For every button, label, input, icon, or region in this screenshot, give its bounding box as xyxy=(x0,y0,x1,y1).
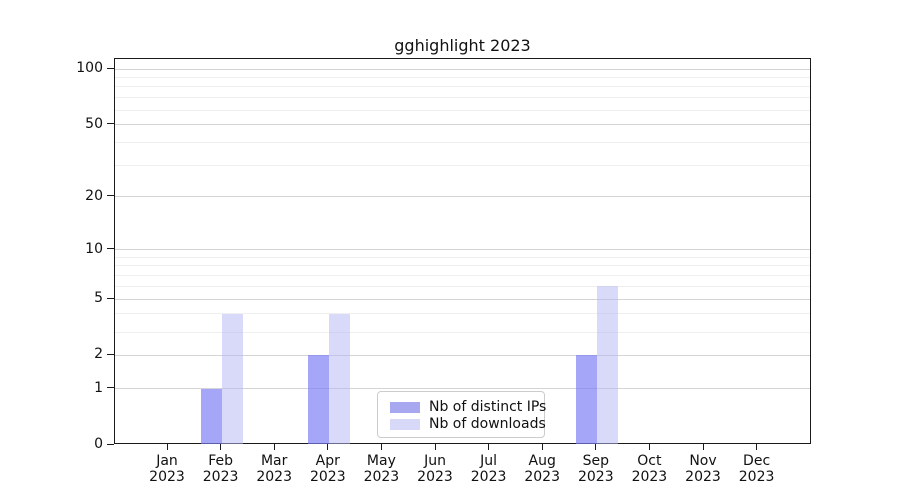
y-tick-label: 0 xyxy=(94,436,103,452)
gridline-major xyxy=(115,354,810,356)
gridline-major xyxy=(115,196,810,198)
y-tick-label: 20 xyxy=(85,187,103,204)
x-tick xyxy=(220,444,222,450)
y-tick xyxy=(107,353,114,355)
x-tick xyxy=(488,444,490,450)
x-tick xyxy=(434,444,436,450)
y-tick xyxy=(107,248,114,250)
gridline-minor xyxy=(115,265,810,267)
y-tick xyxy=(107,195,114,197)
bar-downloads-feb xyxy=(221,313,243,444)
x-tick-label: Apr 2023 xyxy=(309,453,346,485)
gridline-minor xyxy=(115,285,810,287)
x-tick-label: Oct 2023 xyxy=(631,453,668,485)
y-tick xyxy=(107,67,114,69)
y-tick-label: 100 xyxy=(76,60,103,76)
y-tick-label: 5 xyxy=(94,290,103,307)
gridline-minor xyxy=(115,141,810,143)
gridline-major xyxy=(115,124,810,126)
chart-title: gghighlight 2023 xyxy=(394,36,531,55)
x-tick-label: May 2023 xyxy=(363,453,400,485)
legend-item: Nb of distinct IPs xyxy=(390,399,547,415)
bar-distinct-ips-apr xyxy=(307,355,329,444)
x-tick xyxy=(756,444,758,450)
x-tick-label: Mar 2023 xyxy=(256,453,292,485)
x-tick-label: Jan 2023 xyxy=(149,453,185,485)
gridline-minor xyxy=(115,109,810,111)
x-tick xyxy=(595,444,597,450)
y-tick xyxy=(107,387,114,389)
legend-item: Nb of downloads xyxy=(390,416,546,432)
x-tick-label: Jun 2023 xyxy=(417,453,453,485)
y-tick xyxy=(107,123,114,125)
gridline-minor xyxy=(115,76,810,78)
x-tick xyxy=(166,444,168,450)
gridline-major xyxy=(115,249,810,251)
legend-label: Nb of downloads xyxy=(429,416,546,432)
x-tick xyxy=(541,444,543,450)
gridline-minor xyxy=(115,97,810,99)
y-tick-label: 50 xyxy=(85,115,103,132)
bar-distinct-ips-feb xyxy=(200,388,222,444)
gridline-major xyxy=(115,68,810,70)
x-tick xyxy=(702,444,704,450)
bar-distinct-ips-sep xyxy=(575,355,597,444)
legend-swatch-downloads xyxy=(390,418,420,430)
y-tick-label: 1 xyxy=(94,379,103,396)
bar-downloads-apr xyxy=(328,313,350,444)
gridline-minor xyxy=(115,313,810,315)
legend-swatch-distinct-ips xyxy=(390,401,420,413)
y-tick-label: 10 xyxy=(85,240,103,257)
gridline-minor xyxy=(115,331,810,333)
x-tick xyxy=(273,444,275,450)
x-tick-label: Jul 2023 xyxy=(470,453,507,485)
y-tick xyxy=(107,297,114,299)
plot-area: Nb of distinct IPs Nb of downloads xyxy=(114,58,811,444)
gridline-minor xyxy=(115,256,810,258)
gridline-minor xyxy=(115,164,810,166)
gridline-minor xyxy=(115,86,810,88)
gridline-major xyxy=(115,298,810,300)
x-tick xyxy=(648,444,650,450)
x-tick-label: Sep 2023 xyxy=(577,453,614,485)
x-tick-label: Nov 2023 xyxy=(685,453,721,485)
bar-downloads-sep xyxy=(596,286,618,444)
x-tick xyxy=(327,444,329,450)
y-tick-label: 2 xyxy=(94,346,103,363)
y-tick xyxy=(107,443,114,445)
legend: Nb of distinct IPs Nb of downloads xyxy=(377,391,547,438)
x-tick-label: Aug 2023 xyxy=(524,453,560,485)
x-tick-label: Dec 2023 xyxy=(738,453,775,485)
x-tick-label: Feb 2023 xyxy=(202,453,239,485)
gridline-major xyxy=(115,388,810,390)
gridline-minor xyxy=(115,275,810,277)
x-tick xyxy=(380,444,382,450)
legend-label: Nb of distinct IPs xyxy=(429,399,547,415)
